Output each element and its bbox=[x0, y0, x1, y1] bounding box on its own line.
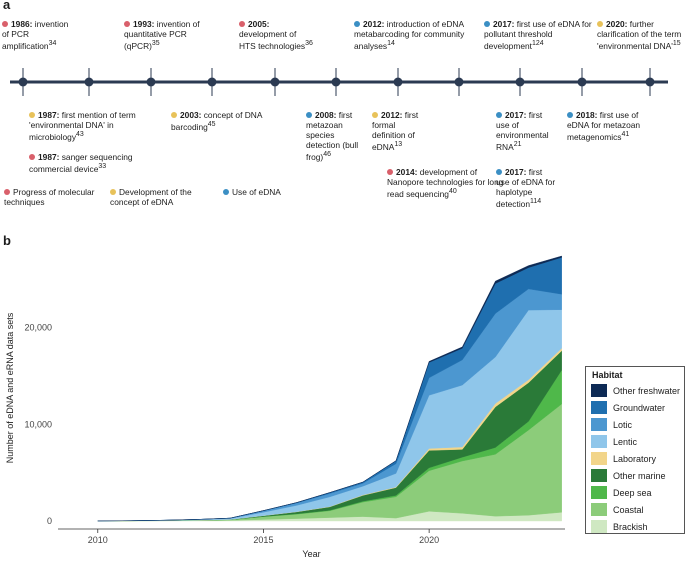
event-dot bbox=[496, 112, 502, 118]
legend-swatch bbox=[591, 503, 607, 516]
legend-dot bbox=[110, 189, 116, 195]
event-dot bbox=[171, 112, 177, 118]
legend-swatch bbox=[591, 486, 607, 499]
timeline-node bbox=[146, 77, 156, 87]
timeline-node bbox=[270, 77, 280, 87]
y-tick-label: 0 bbox=[47, 516, 52, 526]
event-bottom-2017-erna: 2017: first use of environmental RNA21 bbox=[496, 110, 549, 152]
event-bottom-1987-sanger: 1987: sanger sequencing commercial devic… bbox=[29, 152, 133, 174]
event-top-1993: 1993: invention of quantitative PCR (qPC… bbox=[124, 19, 200, 51]
habitat-legend: Habitat Other freshwater Groundwater Lotic… bbox=[585, 366, 685, 534]
y-tick-label: 20,000 bbox=[24, 323, 52, 333]
timeline-node bbox=[515, 77, 525, 87]
x-axis-label: Year bbox=[302, 549, 320, 559]
timeline-node bbox=[393, 77, 403, 87]
event-bottom-2008: 2008: first metazoan species detection (… bbox=[306, 110, 359, 162]
x-tick-label: 2010 bbox=[88, 535, 108, 545]
legend-label: Lotic bbox=[613, 419, 633, 430]
legend-item-groundwater: Groundwater bbox=[586, 399, 684, 416]
timeline-ticks bbox=[18, 68, 655, 96]
area-series-group bbox=[97, 255, 562, 522]
event-dot bbox=[597, 21, 603, 27]
event-top-2017: 2017: first use of eDNA for pollutant th… bbox=[484, 19, 592, 51]
legend-label: Other freshwater bbox=[613, 385, 681, 396]
legend-item-lotic: Lotic bbox=[586, 416, 684, 433]
event-top-2005: 2005: development of HTS technologies36 bbox=[239, 19, 313, 51]
timeline-node bbox=[331, 77, 341, 87]
legend-label: Groundwater bbox=[613, 402, 666, 413]
legend-swatch bbox=[591, 435, 607, 448]
legend-dot bbox=[223, 189, 229, 195]
legend-label: Brackish bbox=[613, 521, 648, 532]
event-bottom-2014: 2014: development of Nanopore technologi… bbox=[387, 167, 504, 199]
legend-label: Other marine bbox=[613, 470, 666, 481]
legend-item-other-marine: Other marine bbox=[586, 467, 684, 484]
event-dot bbox=[496, 169, 502, 175]
event-top-2020: 2020: further clarification of the term … bbox=[597, 19, 682, 51]
legend-swatch bbox=[591, 418, 607, 431]
timeline-node bbox=[207, 77, 217, 87]
timeline-node bbox=[577, 77, 587, 87]
panel-a-label: a bbox=[3, 0, 11, 12]
event-dot bbox=[372, 112, 378, 118]
habitat-legend-title: Habitat bbox=[592, 370, 623, 380]
timeline-svg bbox=[10, 68, 668, 96]
y-ticks: 0 10,000 20,000 bbox=[24, 323, 52, 526]
legend-item-lentic: Lentic bbox=[586, 433, 684, 450]
event-dot bbox=[567, 112, 573, 118]
event-dot bbox=[354, 21, 360, 27]
x-tick-label: 2020 bbox=[419, 535, 439, 545]
y-tick-label: 10,000 bbox=[24, 419, 52, 429]
legend-swatch bbox=[591, 469, 607, 482]
legend-a-concept: Development of the concept of eDNA bbox=[110, 187, 192, 207]
event-dot bbox=[484, 21, 490, 27]
legend-item-coastal: Coastal bbox=[586, 501, 684, 518]
event-bottom-2017-haplotype: 2017: first use of eDNA for haplotype de… bbox=[496, 167, 556, 209]
timeline-node bbox=[84, 77, 94, 87]
x-ticks: 2010 2015 2020 bbox=[88, 529, 439, 545]
y-axis-label: Number of eDNA and eRNA data sets bbox=[5, 312, 15, 463]
legend-label: Coastal bbox=[613, 504, 644, 515]
event-dot bbox=[239, 21, 245, 27]
event-dot bbox=[124, 21, 130, 27]
event-top-1986: 1986: invention of PCR amplification34 bbox=[2, 19, 69, 51]
panel-b-label: b bbox=[3, 233, 11, 248]
event-dot bbox=[306, 112, 312, 118]
area-other-freshwater bbox=[97, 255, 562, 522]
event-dot bbox=[2, 21, 8, 27]
legend-label: Lentic bbox=[613, 436, 638, 447]
legend-item-other-freshwater: Other freshwater bbox=[586, 382, 684, 399]
legend-a-use: Use of eDNA bbox=[223, 187, 303, 197]
legend-item-laboratory: Laboratory bbox=[586, 450, 684, 467]
x-tick-label: 2015 bbox=[253, 535, 273, 545]
legend-label: Deep sea bbox=[613, 487, 652, 498]
event-bottom-1987-edna: 1987: first mention of term 'environment… bbox=[29, 110, 136, 142]
legend-dot bbox=[4, 189, 10, 195]
legend-item-deep-sea: Deep sea bbox=[586, 484, 684, 501]
legend-label: Laboratory bbox=[613, 453, 657, 464]
event-dot bbox=[29, 112, 35, 118]
timeline-node bbox=[18, 77, 28, 87]
event-dot bbox=[387, 169, 393, 175]
event-bottom-2018: 2018: first use of eDNA for metazoan met… bbox=[567, 110, 641, 142]
event-dot bbox=[29, 154, 35, 160]
timeline-node bbox=[454, 77, 464, 87]
legend-swatch bbox=[591, 452, 607, 465]
timeline-node bbox=[645, 77, 655, 87]
event-bottom-2003: 2003: concept of DNA barcoding45 bbox=[171, 110, 262, 132]
legend-swatch bbox=[591, 520, 607, 533]
legend-swatch bbox=[591, 401, 607, 414]
event-bottom-2012: 2012: first formal definition of eDNA13 bbox=[372, 110, 419, 152]
legend-swatch bbox=[591, 384, 607, 397]
legend-item-brackish: Brackish bbox=[586, 518, 684, 535]
legend-a-molecular: Progress of molecular techniques bbox=[4, 187, 95, 207]
area-chart: 2010 2015 2020 0 10,000 20,000 Year Number o… bbox=[5, 255, 565, 559]
event-top-2012: 2012: introduction of eDNA metabarcoding… bbox=[354, 19, 465, 51]
